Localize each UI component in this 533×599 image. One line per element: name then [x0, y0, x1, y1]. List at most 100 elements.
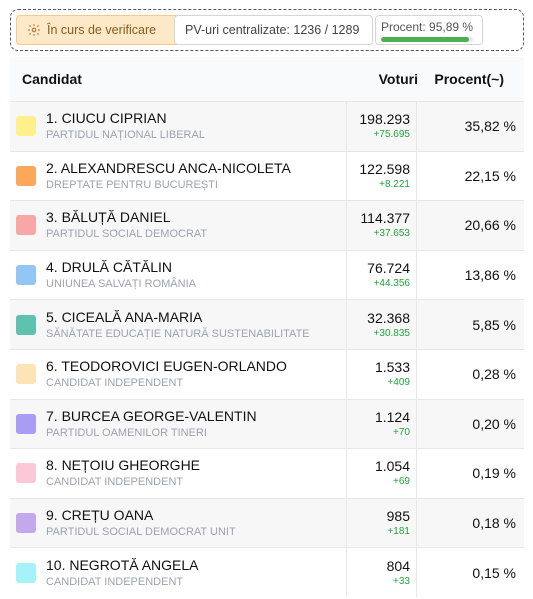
- candidate-name: 2. ALEXANDRESCU ANCA-NICOLETA: [46, 159, 291, 176]
- votes-delta: +44.356: [373, 278, 410, 290]
- votes-cell: 122.598 +8.221: [347, 151, 417, 201]
- percent-value: 0,20 %: [472, 415, 516, 432]
- percent-value: 0,28 %: [472, 366, 516, 383]
- candidate-cell: 9. CREȚU OANA PARTIDUL SOCIAL DEMOCRAT U…: [10, 498, 347, 548]
- party-color-swatch: [16, 116, 36, 137]
- candidate-party: CANDIDAT INDEPENDENT: [46, 476, 184, 489]
- votes-delta: +75.695: [373, 129, 410, 141]
- candidate-info: 10. NEGROTĂ ANGELA CANDIDAT INDEPENDENT: [46, 557, 199, 589]
- candidate-info: 2. ALEXANDRESCU ANCA-NICOLETA DREPTATE P…: [46, 160, 291, 192]
- candidate-name: 8. NEȚOIU GHEORGHE: [46, 457, 201, 474]
- candidate-info: 1. CIUCU CIPRIAN PARTIDUL NAȚIONAL LIBER…: [46, 110, 205, 142]
- status-bar: În curs de verificare PV-uri centralizat…: [10, 9, 524, 51]
- percent-cell: 13,86 %: [417, 251, 524, 300]
- votes-value: 76.724: [367, 260, 410, 277]
- votes-delta: +409: [387, 377, 410, 389]
- verification-status-badge[interactable]: În curs de verificare: [16, 15, 180, 45]
- percent-value: 13,86 %: [464, 267, 516, 284]
- percent-value: 0,19 %: [472, 465, 516, 482]
- votes-value: 804: [386, 557, 410, 574]
- candidate-info: 4. DRULĂ CĂTĂLIN UNIUNEA SALVAȚI ROMÂNIA: [46, 259, 196, 291]
- table-header: Candidat Voturi Procent(~): [10, 57, 524, 101]
- votes-cell: 114.377 +37.653: [347, 201, 417, 250]
- percent-value: 20,66 %: [464, 217, 516, 234]
- percent-value: 0,18 %: [472, 515, 516, 532]
- candidate-info: 6. TEODOROVICI EUGEN-ORLANDO CANDIDAT IN…: [46, 358, 287, 390]
- votes-cell: 76.724 +44.356: [347, 250, 417, 300]
- percent-cell: 35,82 %: [417, 102, 524, 151]
- candidate-party: SĂNĂTATE EDUCAȚIE NATURĂ SUSTENABILITATE: [46, 327, 310, 340]
- percent-cell: 22,15 %: [417, 152, 524, 201]
- votes-cell: 198.293 +75.695: [347, 102, 417, 151]
- percent-progress-bar: [381, 37, 473, 42]
- table-row[interactable]: 5. CICEALĂ ANA-MARIA SĂNĂTATE EDUCAȚIE N…: [10, 299, 524, 349]
- percent-cell: 0,20 %: [417, 400, 524, 449]
- candidate-party: PARTIDUL OAMENILOR TINERI: [46, 426, 207, 439]
- percent-badge: Procent: 95,89 %: [375, 15, 483, 45]
- table-row[interactable]: 1. CIUCU CIPRIAN PARTIDUL NAȚIONAL LIBER…: [10, 101, 524, 151]
- candidate-name: 10. NEGROTĂ ANGELA: [46, 556, 199, 573]
- candidate-info: 9. CREȚU OANA PARTIDUL SOCIAL DEMOCRAT U…: [46, 507, 236, 539]
- party-color-swatch: [16, 265, 36, 286]
- candidate-cell: 5. CICEALĂ ANA-MARIA SĂNĂTATE EDUCAȚIE N…: [10, 300, 347, 349]
- party-color-swatch: [16, 562, 36, 583]
- votes-delta: +70: [393, 426, 410, 438]
- candidate-party: CANDIDAT INDEPENDENT: [46, 575, 184, 588]
- table-row[interactable]: 3. BĂLUȚĂ DANIEL PARTIDUL SOCIAL DEMOCRA…: [10, 200, 524, 250]
- votes-cell: 804 +33: [347, 548, 417, 597]
- percent-value: 0,15 %: [472, 564, 516, 581]
- votes-value: 122.598: [359, 160, 410, 177]
- header-votes[interactable]: Voturi: [378, 71, 418, 87]
- votes-cell: 1.124 +70: [347, 399, 417, 449]
- candidate-name: 9. CREȚU OANA: [46, 507, 154, 524]
- table-row[interactable]: 7. BURCEA GEORGE-VALENTIN PARTIDUL OAMEN…: [10, 398, 524, 449]
- candidate-cell: 3. BĂLUȚĂ DANIEL PARTIDUL SOCIAL DEMOCRA…: [10, 201, 347, 250]
- candidate-name: 7. BURCEA GEORGE-VALENTIN: [46, 407, 257, 424]
- candidate-info: 7. BURCEA GEORGE-VALENTIN PARTIDUL OAMEN…: [46, 408, 257, 440]
- votes-value: 32.368: [367, 309, 410, 326]
- percent-cell: 0,19 %: [417, 449, 524, 498]
- percent-value: 5,85 %: [472, 316, 516, 333]
- table-row[interactable]: 4. DRULĂ CĂTĂLIN UNIUNEA SALVAȚI ROMÂNIA…: [10, 249, 524, 300]
- votes-value: 198.293: [359, 111, 410, 128]
- party-color-swatch: [16, 413, 36, 434]
- candidate-info: 8. NEȚOIU GHEORGHE CANDIDAT INDEPENDENT: [46, 457, 200, 489]
- pv-count-badge: PV-uri centralizate: 1236 / 1289: [174, 15, 373, 45]
- candidate-cell: 8. NEȚOIU GHEORGHE CANDIDAT INDEPENDENT: [10, 449, 347, 498]
- candidate-party: PARTIDUL NAȚIONAL LIBERAL: [46, 129, 205, 142]
- header-candidate[interactable]: Candidat: [22, 71, 82, 87]
- candidate-party: DREPTATE PENTRU BUCUREȘTI: [46, 178, 218, 191]
- votes-value: 985: [386, 508, 410, 525]
- party-color-swatch: [16, 215, 36, 236]
- votes-cell: 1.054 +69: [347, 449, 417, 498]
- candidate-name: 5. CICEALĂ ANA-MARIA: [46, 308, 203, 325]
- header-percent[interactable]: Procent(~): [434, 71, 504, 87]
- percent-cell: 5,85 %: [417, 300, 524, 349]
- votes-delta: +181: [387, 526, 410, 538]
- candidate-cell: 1. CIUCU CIPRIAN PARTIDUL NAȚIONAL LIBER…: [10, 102, 347, 151]
- candidate-info: 3. BĂLUȚĂ DANIEL PARTIDUL SOCIAL DEMOCRA…: [46, 209, 207, 241]
- table-row[interactable]: 9. CREȚU OANA PARTIDUL SOCIAL DEMOCRAT U…: [10, 497, 524, 548]
- candidate-party: PARTIDUL SOCIAL DEMOCRAT: [46, 228, 208, 241]
- candidate-cell: 6. TEODOROVICI EUGEN-ORLANDO CANDIDAT IN…: [10, 349, 347, 399]
- candidate-party: PARTIDUL SOCIAL DEMOCRAT UNIT: [46, 526, 236, 539]
- party-color-swatch: [16, 165, 36, 186]
- votes-cell: 32.368 +30.835: [347, 300, 417, 349]
- candidate-party: UNIUNEA SALVAȚI ROMÂNIA: [46, 278, 196, 291]
- candidate-cell: 7. BURCEA GEORGE-VALENTIN PARTIDUL OAMEN…: [10, 399, 347, 449]
- table-row[interactable]: 2. ALEXANDRESCU ANCA-NICOLETA DREPTATE P…: [10, 150, 524, 201]
- percent-cell: 20,66 %: [417, 201, 524, 250]
- gear-icon: [28, 24, 40, 36]
- percent-cell: 0,15 %: [417, 548, 524, 597]
- votes-delta: +69: [393, 476, 410, 488]
- percent-value: 22,15 %: [464, 167, 516, 184]
- table-row[interactable]: 10. NEGROTĂ ANGELA CANDIDAT INDEPENDENT …: [10, 547, 524, 597]
- party-color-swatch: [16, 513, 36, 534]
- candidate-cell: 10. NEGROTĂ ANGELA CANDIDAT INDEPENDENT: [10, 548, 347, 597]
- table-row[interactable]: 6. TEODOROVICI EUGEN-ORLANDO CANDIDAT IN…: [10, 348, 524, 399]
- table-row[interactable]: 8. NEȚOIU GHEORGHE CANDIDAT INDEPENDENT …: [10, 448, 524, 498]
- percent-cell: 0,18 %: [417, 499, 524, 548]
- votes-value: 114.377: [360, 210, 410, 227]
- votes-value: 1.124: [374, 408, 410, 425]
- results-table: Candidat Voturi Procent(~) 1. CIUCU CIPR…: [10, 57, 524, 597]
